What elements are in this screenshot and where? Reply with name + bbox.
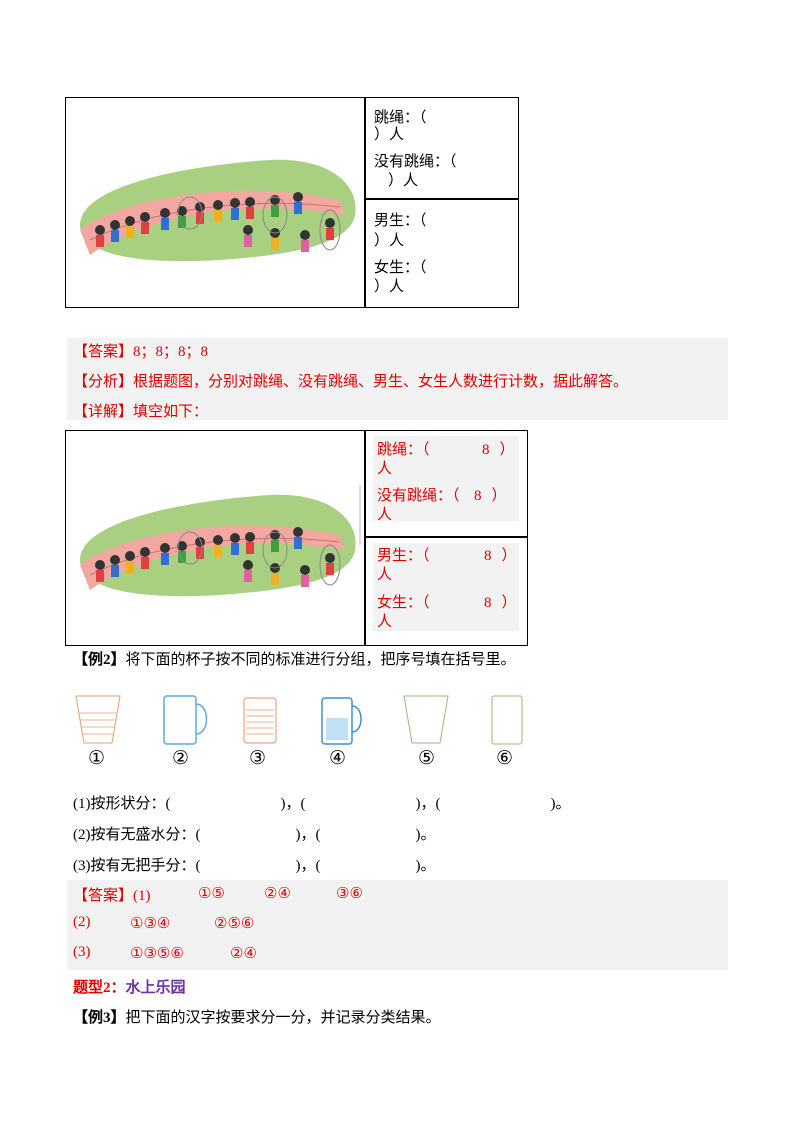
question-text: )。: [550, 796, 571, 812]
cell-value: 8: [484, 595, 492, 611]
answer-value: ①⑤: [198, 886, 225, 902]
cell-label: 女生：（: [377, 595, 430, 611]
table-2: [65, 430, 528, 646]
answer-value: ②④: [264, 886, 291, 902]
cell-label: 没有跳绳：（: [377, 488, 460, 504]
answer-label: (2): [73, 914, 91, 930]
illustration: [79, 494, 357, 597]
question-line: (2)按有无盛水分：( )，( )。: [73, 823, 436, 844]
question-line: (1)按形状分：( )，( )，( )。: [73, 792, 571, 813]
question-text: )，(: [415, 796, 441, 812]
scan-line: [359, 485, 361, 545]
answer-value: ②④: [230, 946, 257, 962]
question-text: )，(: [295, 858, 321, 874]
cell-label: 跳绳：（: [377, 442, 430, 458]
example-tag: 【例2】: [73, 652, 126, 668]
question-text: )，(: [280, 796, 306, 812]
cell-text: ）人: [374, 279, 405, 295]
cell-text: 女生：（: [374, 260, 427, 276]
cell-divider: [364, 430, 366, 646]
cup-label: ⑤: [418, 748, 436, 769]
answer-line: 【详解】填空如下：: [73, 404, 209, 420]
question-text: )。: [415, 827, 436, 843]
cell-unit: 人: [377, 507, 393, 523]
cell-value: 8: [484, 548, 492, 564]
answer-value: ③⑥: [336, 886, 363, 902]
example-prompt: 把下面的汉字按要求分一分，并记录分类结果。: [125, 1010, 441, 1026]
question-text: (1)按形状分：(: [73, 796, 171, 812]
cup-label: ④: [329, 748, 347, 769]
cell-text: 男生：（: [374, 213, 427, 229]
answer-value: ①③⑤⑥: [130, 946, 184, 962]
cell-text: ）人: [374, 233, 405, 249]
cell-close: ）: [501, 548, 517, 564]
question-line: (3)按有无把手分：( )，( )。: [73, 854, 436, 875]
question-text: (3)按有无把手分：(: [73, 858, 201, 874]
cup-label: ①: [88, 748, 106, 769]
cell-value: 8: [482, 442, 490, 458]
example-line: 【例3】把下面的汉字按要求分一分，并记录分类结果。: [73, 1006, 441, 1027]
cup-label: ③: [249, 748, 267, 769]
cell-unit: 人: [377, 461, 393, 477]
answer-cell: [373, 543, 519, 631]
answer-label: (3): [73, 944, 91, 960]
table-1: [65, 97, 519, 308]
answer-cell: [373, 436, 519, 521]
cell-close: ）: [501, 595, 517, 611]
cell-unit: 人: [377, 567, 393, 583]
cell-close: ）: [499, 442, 515, 458]
cup-label: ②: [172, 748, 190, 769]
answer-line: 【答案】8；8；8；8: [73, 344, 209, 360]
illustration: [79, 159, 357, 262]
answer-cell-line: 跳绳：（ 8 ）: [377, 438, 515, 459]
cups: [75, 695, 523, 745]
answer-box: [67, 880, 728, 970]
example-line: 【例2】将下面的杯子按不同的标准进行分组，把序号填在括号里。: [73, 648, 516, 669]
section-title: 水上乐园: [125, 980, 186, 996]
cell-text: ）人: [374, 127, 405, 143]
cell-close: ）: [491, 488, 507, 504]
question-text: )。: [415, 858, 436, 874]
section-label: 题型2：: [73, 980, 126, 996]
row-divider: [364, 536, 528, 538]
cell-text: 没有跳绳：（: [374, 154, 457, 170]
answer-cell-line: 女生：（ 8 ）: [377, 591, 517, 612]
cell-divider: [364, 97, 366, 308]
answer-line: 【分析】根据题图，分别对跳绳、没有跳绳、男生、女生人数进行计数，据此解答。: [73, 374, 629, 390]
cell-text: 跳绳：（: [374, 110, 427, 126]
cup-label: ⑥: [496, 748, 514, 769]
answer-value: ①③④: [130, 916, 171, 932]
cell-value: 8: [474, 488, 482, 504]
section-heading: 题型2：水上乐园: [73, 976, 186, 997]
cell-text: ）人: [388, 173, 419, 189]
answer-cell-line: 男生：（ 8 ）: [377, 544, 517, 565]
question-text: )，(: [295, 827, 321, 843]
answer-value: ②⑤⑥: [214, 916, 255, 932]
answer-box: [67, 338, 728, 420]
answer-cell-line: 没有跳绳：（ 8 ）: [377, 484, 507, 505]
cell-unit: 人: [377, 614, 393, 630]
example-tag: 【例3】: [73, 1010, 126, 1026]
answer-label: 【答案】(1): [73, 888, 151, 904]
example-prompt: 将下面的杯子按不同的标准进行分组，把序号填在括号里。: [125, 652, 516, 668]
row-divider: [364, 198, 519, 200]
cell-label: 男生：（: [377, 548, 430, 564]
question-text: (2)按有无盛水分：(: [73, 827, 201, 843]
